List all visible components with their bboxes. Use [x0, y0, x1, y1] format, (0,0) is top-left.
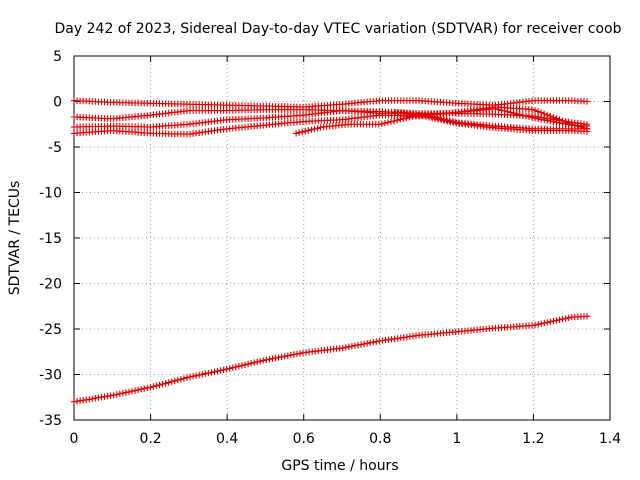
series-track-7 [70, 313, 591, 405]
x-tick-label: 1 [452, 431, 461, 447]
x-tick-label: 0.6 [293, 431, 315, 447]
x-tick-label: 0.2 [139, 431, 161, 447]
axis-ticks: 0 0.2 0.4 0.6 0.8 1 1.2 1.4 5 0 -5 -10 -15 -20 -25 -30 -… [39, 49, 621, 447]
x-tick-label: 1.2 [522, 431, 544, 447]
x-tick-label: 0.8 [369, 431, 391, 447]
y-tick-label: -30 [39, 368, 62, 384]
x-tick-label: 0.4 [216, 431, 238, 447]
series-track-5 [292, 103, 591, 137]
y-tick-label: 5 [53, 49, 62, 65]
y-tick-label: -25 [39, 322, 62, 338]
y-tick-label: -10 [39, 186, 62, 202]
x-tick-label: 1.4 [599, 431, 621, 447]
chart-title: Day 242 of 2023, Sidereal Day-to-day VTE… [55, 21, 622, 37]
data-series [70, 97, 591, 405]
series-track-6 [392, 109, 591, 135]
x-axis-label: GPS time / hours [281, 458, 398, 474]
y-tick-label: 0 [53, 95, 62, 111]
y-tick-label: -15 [39, 231, 62, 247]
x-tick-label: 0 [70, 431, 79, 447]
y-tick-label: -5 [48, 140, 62, 156]
y-tick-label: -20 [39, 277, 62, 293]
y-tick-label: -35 [39, 413, 62, 429]
y-axis-label: SDTVAR / TECUs [7, 181, 23, 296]
